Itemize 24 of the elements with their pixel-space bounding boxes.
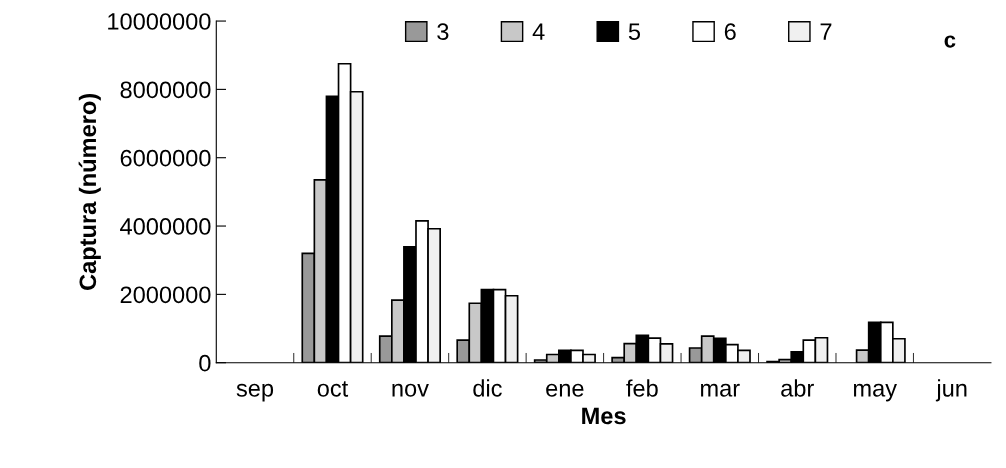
y-tick-label: 6000000 [120,149,211,167]
legend-label: 6 [724,23,736,40]
x-tick-label: ene [546,383,584,397]
legend-label: 7 [820,23,832,40]
x-tick-label: sep [236,383,274,402]
x-tick-label: may [853,383,897,402]
x-tick-label: feb [626,379,658,397]
y-tick-label: 4000000 [120,218,211,235]
legend-label: 5 [628,23,641,40]
y-axis-title: Captura (número) [78,94,101,290]
x-tick-label: dic [473,379,502,397]
legend-label: 3 [437,23,449,40]
y-tick-label: 8000000 [120,81,211,99]
x-tick-label: mar [701,383,740,397]
x-tick-label: abr [781,379,814,397]
y-tick-label: 10000000 [108,13,211,30]
y-tick-label: 0 [199,354,211,372]
annotation: c [944,35,956,48]
x-tick-label: jun [935,379,967,402]
x-tick-label: oct [317,381,349,397]
legend-label: 4 [532,23,545,40]
x-tick-label: nov [392,383,429,397]
x-axis-title: Mes [582,407,626,425]
y-tick-label: 2000000 [120,286,211,304]
